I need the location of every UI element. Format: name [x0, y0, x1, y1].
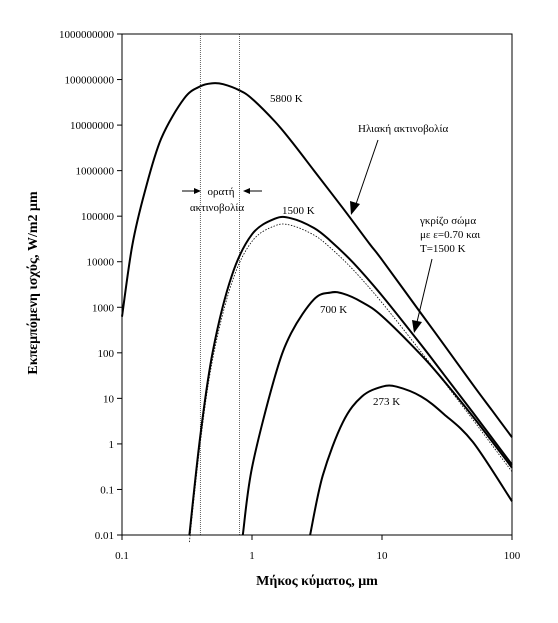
- y-tick-label: 10000000: [70, 120, 115, 132]
- gray-body-label-line2: με ε=0.70 και: [420, 229, 480, 241]
- series-line-1: [188, 215, 513, 536]
- visible-arrow-right-head: [243, 188, 250, 194]
- y-tick-label: 0.1: [100, 484, 114, 496]
- series-line-3: [241, 291, 513, 536]
- visible-arrow-left-head: [194, 188, 201, 194]
- y-tick-label: 1000: [92, 302, 115, 314]
- label-5800k: 5800 K: [270, 93, 303, 105]
- plot-frame: [121, 33, 513, 536]
- x-tick-label: 0.1: [115, 550, 129, 562]
- label-273k: 273 K: [373, 396, 400, 408]
- y-tick-label: 10000: [87, 257, 115, 269]
- y-tick-label: 1000000000: [59, 29, 115, 41]
- series-line-0: [121, 82, 513, 438]
- y-axis-title: Εκπεμπόμενη ισχύς, W/m2 μm: [26, 191, 41, 375]
- x-axis-title: Μήκος κύματος, μm: [256, 574, 378, 589]
- gray-body-label-line1: γκρίζο σώμα: [419, 215, 476, 227]
- solar-arrow-head: [350, 201, 360, 215]
- y-axis: 0.01 0.1 1 10 100 1000 10000 100000 1000000 10000…: [59, 29, 122, 542]
- y-tick-label: 100: [98, 348, 115, 360]
- visible-label-line1: ορατή: [208, 186, 235, 198]
- label-1500k: 1500 K: [282, 205, 315, 217]
- x-tick-label: 10: [377, 550, 389, 562]
- visible-label-line2: ακτινοβολία: [190, 202, 245, 214]
- x-tick-label: 100: [504, 550, 521, 562]
- y-tick-label: 100000000: [65, 75, 115, 87]
- y-tick-label: 10: [103, 393, 115, 405]
- series-layer: [121, 82, 513, 543]
- x-axis: 0.1 1 10 100: [115, 535, 521, 562]
- y-tick-label: 1: [109, 439, 115, 451]
- y-tick-label: 1000000: [76, 166, 115, 178]
- solar-radiation-label: Ηλιακή ακτινοβολία: [358, 123, 448, 135]
- gray-body-arrow-line: [416, 258, 433, 323]
- x-tick-label: 1: [249, 550, 255, 562]
- gray-body-arrow-head: [412, 320, 422, 333]
- y-tick-label: 100000: [81, 211, 115, 223]
- y-tick-label: 0.01: [95, 530, 114, 542]
- gray-body-label-line3: T=1500 K: [420, 243, 466, 255]
- series-line-4: [309, 384, 513, 536]
- series-line-2: [189, 223, 513, 543]
- solar-arrow-line: [354, 139, 379, 208]
- label-700k: 700 K: [320, 304, 347, 316]
